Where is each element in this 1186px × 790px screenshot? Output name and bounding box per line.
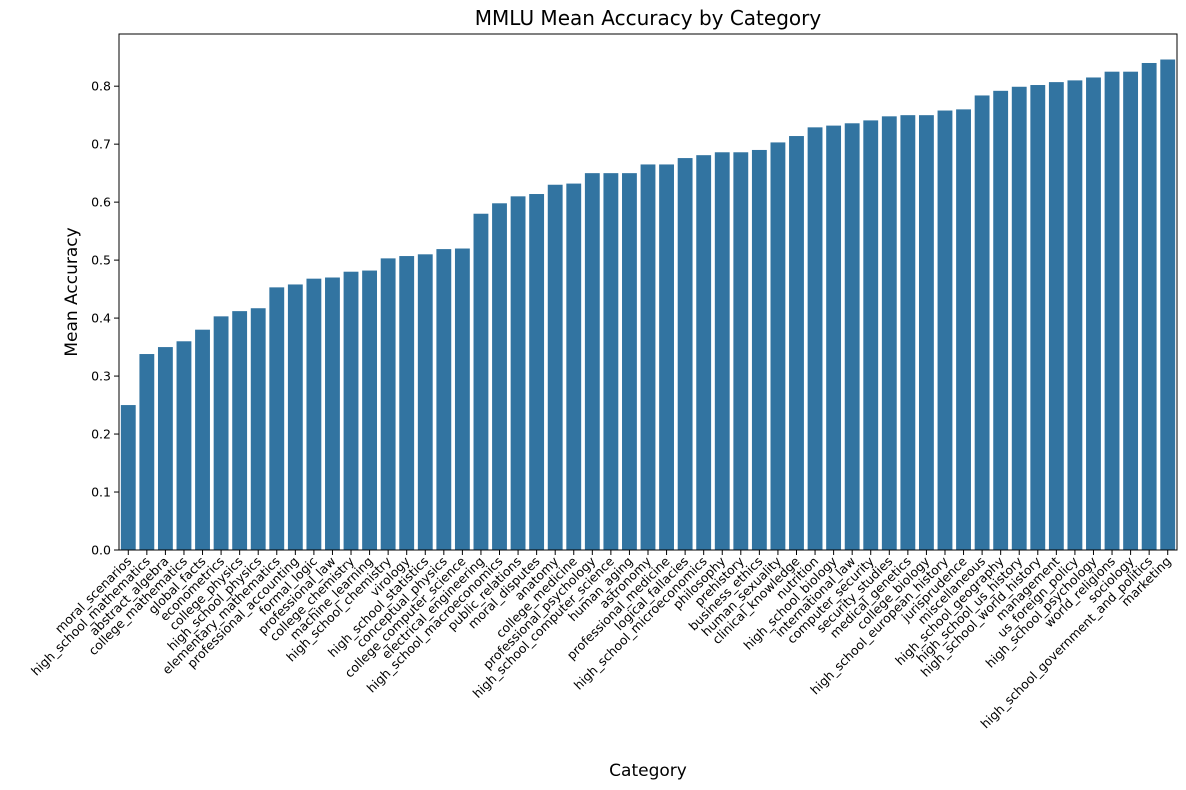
bar-business-ethics (751, 149, 767, 550)
bar-human-aging (622, 173, 637, 551)
chart-title: MMLU Mean Accuracy by Category (475, 6, 822, 30)
bars-group (120, 59, 1176, 551)
bar-security-studies (881, 116, 897, 550)
bar-us-foreign-policy (1067, 80, 1083, 550)
bar-astronomy (640, 164, 656, 550)
bar-computer-security (863, 120, 879, 550)
bar-philosophy (714, 152, 730, 550)
bar-college-computer-science (454, 248, 470, 551)
bar-professional-law (325, 277, 340, 550)
bar-moral-disputes (529, 194, 545, 550)
bar-marketing (1160, 59, 1176, 551)
bar-management (1048, 82, 1064, 551)
bar-high-school-biology (826, 125, 842, 550)
bar-public-relations (510, 196, 526, 550)
bar-high-school-us-history (1011, 86, 1027, 550)
y-tick-label: 0.1 (91, 485, 111, 500)
bar-high-school-macroeconomics (492, 203, 507, 551)
bar-professional-accounting (287, 284, 303, 550)
bar-logical-fallacies (677, 158, 693, 551)
bar-international-law (844, 123, 860, 550)
bar-high-school-statistics (417, 254, 433, 550)
bar-econometrics (213, 316, 229, 550)
bar-world-religions (1104, 71, 1120, 550)
bar-college-biology (918, 115, 934, 550)
x-axis: moral_scenarioshigh_school_mathematicsab… (28, 550, 1174, 731)
y-tick-label: 0.0 (91, 543, 111, 558)
y-tick-label: 0.5 (91, 253, 111, 268)
bar-prehistory (733, 152, 749, 550)
bar-high-school-government-and-politics (1141, 62, 1157, 550)
bar-high-school-world-history (1030, 85, 1046, 550)
y-tick-label: 0.3 (91, 369, 111, 384)
bar-high-school-mathematics (139, 354, 155, 550)
bar-college-mathematics (176, 341, 192, 550)
bar-high-school-european-history (937, 110, 953, 550)
bar-anatomy (547, 184, 563, 550)
bar-moral-scenarios (120, 405, 136, 550)
bar-college-physics (232, 311, 248, 550)
y-axis: 0.0 0.1 0.2 0.3 0.4 0.5 0.6 0.7 0.8 (91, 79, 119, 558)
bar-electrical-engineering (473, 213, 489, 550)
bar-jurisprudence (956, 109, 971, 550)
bar-elementary-mathematics (269, 287, 285, 550)
bar-professional-medicine (659, 164, 674, 550)
bar-high-school-microeconomics (696, 155, 712, 550)
plot-frame (118, 33, 1178, 551)
bar-formal-logic (306, 278, 322, 550)
bar-sociology (1123, 71, 1139, 550)
y-tick-label: 0.6 (91, 195, 111, 210)
bar-high-school-physics (250, 308, 266, 550)
bar-machine-learning (362, 270, 378, 550)
bar-nutrition (807, 127, 823, 551)
bar-high-school-psychology (1086, 77, 1101, 550)
bar-clinical-knowledge (789, 136, 804, 550)
y-tick-label: 0.4 (91, 311, 111, 326)
y-axis-label: Mean Accuracy (62, 227, 82, 356)
bar-abstract-algebra (157, 347, 173, 550)
bar-conceptual-physics (436, 249, 452, 551)
bar-virology (399, 256, 415, 550)
x-axis-label: Category (609, 761, 687, 781)
bar-professional-psychology (584, 173, 600, 551)
bar-high-school-computer-science (603, 173, 619, 551)
bar-global-facts (195, 329, 210, 550)
bar-human-sexuality (770, 142, 786, 551)
bar-college-medicine (566, 183, 582, 550)
bar-college-chemistry (343, 271, 359, 550)
y-tick-label: 0.7 (91, 137, 111, 152)
y-tick-label: 0.8 (91, 79, 111, 94)
bar-miscellaneous (974, 95, 990, 550)
bar-high-school-geography (993, 90, 1009, 550)
bar-medical-genetics (900, 115, 916, 550)
y-tick-label: 0.2 (91, 427, 111, 442)
bar-high-school-chemistry (380, 258, 396, 550)
